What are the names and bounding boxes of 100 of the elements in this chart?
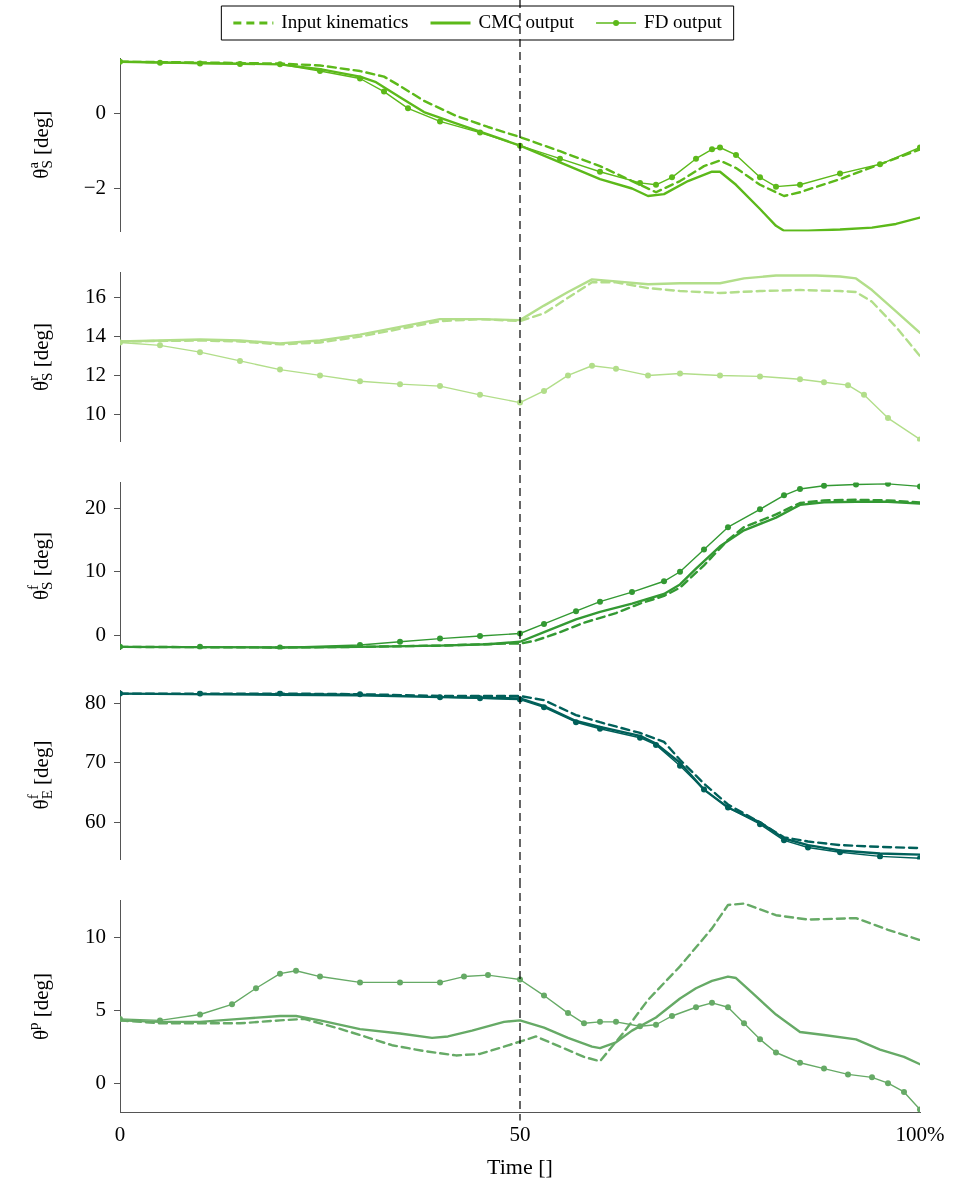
point [405, 105, 411, 112]
legend-label: Input kinematics [281, 10, 409, 32]
point [541, 992, 547, 999]
point [821, 379, 827, 386]
point [757, 174, 763, 181]
y-tick-label: 14 [85, 323, 107, 348]
point [293, 967, 299, 974]
x-axis-title: Time [] [487, 1153, 553, 1179]
point [437, 979, 443, 986]
point [709, 146, 715, 153]
point [357, 979, 363, 986]
point [397, 979, 403, 986]
y-tick-label: 20 [85, 494, 106, 519]
point [653, 1021, 659, 1028]
point [613, 1018, 619, 1025]
y-axis-title: θrS [deg] [24, 323, 55, 391]
point [237, 357, 243, 364]
point [597, 598, 603, 605]
y-axis-title: θfS [deg] [24, 532, 55, 600]
point [677, 370, 683, 377]
point [229, 1001, 235, 1008]
point [757, 373, 763, 380]
legend-label: FD output [644, 10, 723, 32]
y-axis-title: θaS [deg] [24, 110, 55, 179]
point [597, 168, 603, 175]
point [157, 342, 163, 349]
point [709, 999, 715, 1006]
point [797, 1059, 803, 1066]
y-tick-label: 12 [85, 361, 106, 386]
point [901, 1088, 907, 1095]
point [253, 985, 259, 992]
point [853, 482, 859, 488]
point [565, 1010, 571, 1017]
point [589, 362, 595, 369]
point [557, 155, 563, 162]
y-tick-label: 0 [95, 100, 106, 125]
point [821, 482, 827, 489]
y-tick-label: 10 [85, 558, 106, 583]
x-tick-label: 50 [509, 1121, 531, 1146]
y-tick-label: 5 [95, 996, 106, 1021]
point [653, 181, 659, 188]
point [869, 1074, 875, 1081]
point [661, 578, 667, 585]
point [717, 372, 723, 379]
point [781, 492, 787, 499]
point [741, 1020, 747, 1027]
point [669, 1012, 675, 1019]
y-tick-label: 70 [85, 749, 106, 774]
point [645, 372, 651, 379]
point [637, 179, 643, 186]
point [797, 485, 803, 492]
point [885, 482, 891, 487]
point [461, 973, 467, 980]
point [861, 391, 867, 398]
point [701, 546, 707, 553]
point [197, 349, 203, 356]
y-tick-label: 0 [95, 621, 106, 646]
point [437, 635, 443, 642]
point [693, 155, 699, 162]
point [613, 365, 619, 372]
point [397, 381, 403, 388]
point [317, 372, 323, 379]
point [437, 383, 443, 390]
y-tick-label: 80 [85, 689, 106, 714]
point [277, 366, 283, 373]
point [541, 620, 547, 627]
point [581, 1020, 587, 1027]
point [477, 391, 483, 398]
point [757, 506, 763, 513]
point [541, 387, 547, 394]
x-tick-label: 100% [895, 1121, 945, 1146]
point [565, 372, 571, 379]
point [845, 382, 851, 389]
point [845, 1071, 851, 1078]
point [773, 183, 779, 190]
point [717, 144, 723, 151]
x-tick-label: 0 [114, 1121, 126, 1146]
point [797, 376, 803, 383]
point [885, 415, 891, 422]
point [725, 1004, 731, 1011]
point [773, 1049, 779, 1056]
point [837, 170, 843, 177]
point [733, 151, 739, 158]
legend-label: CMC output [478, 10, 575, 32]
point [477, 633, 483, 640]
point [397, 638, 403, 645]
point [597, 1018, 603, 1025]
point [277, 970, 283, 977]
y-tick-label: 16 [85, 284, 106, 309]
point [797, 181, 803, 188]
y-tick-label: 60 [85, 808, 106, 833]
y-axis-title: θp [deg] [24, 972, 53, 1041]
point [629, 589, 635, 596]
point [485, 972, 491, 979]
y-tick-label: 10 [85, 400, 106, 425]
point [725, 524, 731, 531]
point [757, 1036, 763, 1043]
point [573, 608, 579, 615]
point [677, 568, 683, 575]
y-tick-label: −2 [83, 175, 106, 200]
